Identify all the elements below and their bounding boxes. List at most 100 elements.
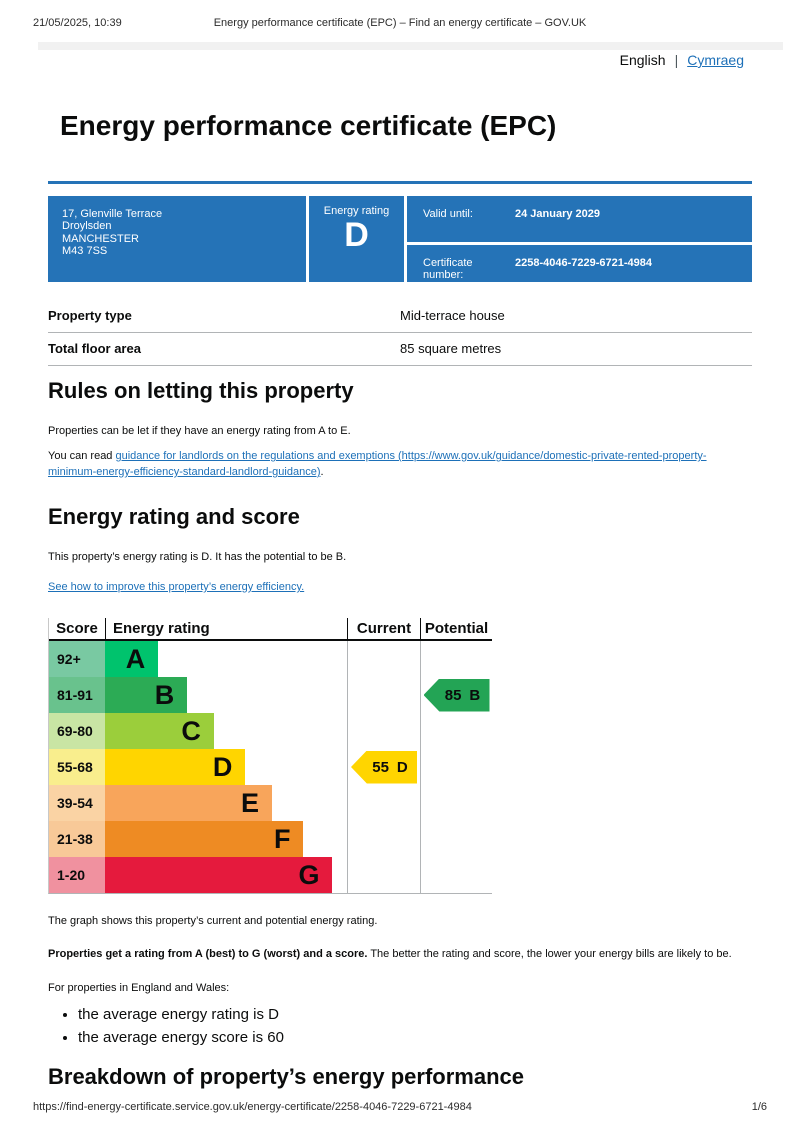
validity-column: Valid until: 24 January 2029 Certificate…: [407, 196, 752, 282]
potential-rating-arrow-letter: B: [469, 686, 481, 704]
band-letter: E: [240, 787, 259, 818]
guidance-prefix: You can read: [48, 450, 116, 462]
print-datetime: 21/05/2025, 10:39: [33, 17, 122, 29]
rating-band-area: F: [105, 821, 347, 857]
chart-col-current: Current: [347, 618, 420, 641]
language-current: English: [619, 52, 666, 68]
property-address: 17, Glenville Terrace Droylsden MANCHEST…: [48, 196, 306, 282]
rules-heading: Rules on letting this property: [48, 378, 354, 403]
address-line: 17, Glenville Terrace: [62, 208, 163, 220]
potential-cell: [420, 821, 492, 857]
potential-rating-arrow-score: 85: [444, 686, 462, 704]
chart-header-row: Score Energy rating Current Potential: [49, 618, 492, 641]
rating-description: Properties get a rating from A (best) to…: [48, 947, 752, 963]
list-item: the average energy rating is D: [78, 1003, 752, 1026]
rating-band-c: C: [105, 713, 214, 749]
certificate-summary-box: 17, Glenville Terrace Droylsden MANCHEST…: [48, 196, 752, 282]
rating-band-area: G: [105, 857, 347, 893]
rating-band-area: D: [105, 749, 347, 785]
valid-until-label: Valid until:: [423, 208, 473, 220]
valid-until-value: 24 January 2029: [515, 208, 601, 220]
improve-efficiency-link[interactable]: See how to improve this property’s energ…: [48, 581, 305, 593]
potential-cell: [420, 857, 492, 893]
chart-col-score: Score: [49, 618, 105, 641]
band-row-c: 69-80 C: [49, 713, 492, 749]
current-rating-arrow-letter: D: [396, 758, 408, 776]
table-row: Total floor area 85 square metres: [48, 333, 752, 366]
epc-chart-rows: 92+ A 81-91 B 85 B 69-80 C 55-68 D 55 D 39-54 E 21-38 F…: [49, 641, 492, 893]
averages-list: the average energy rating is D the avera…: [48, 1003, 752, 1050]
regions-intro: For properties in England and Wales:: [48, 982, 230, 994]
rating-band-area: E: [105, 785, 347, 821]
improve-paragraph: See how to improve this property’s energ…: [48, 581, 752, 593]
energy-rating-value: D: [344, 216, 369, 254]
current-cell: [347, 821, 420, 857]
band-row-a: 92+ A: [49, 641, 492, 677]
energy-rating-label: Energy rating: [323, 205, 390, 217]
print-header: 21/05/2025, 10:39 Energy performance cer…: [33, 17, 767, 29]
current-rating-arrow-score: 55: [372, 758, 389, 776]
valid-until-row: Valid until: 24 January 2029: [407, 196, 752, 242]
address-line: Droylsden: [62, 220, 112, 233]
band-letter: F: [273, 823, 291, 854]
potential-cell: 85 B: [420, 677, 492, 713]
current-cell: [347, 677, 420, 713]
rating-band-f: F: [105, 821, 304, 857]
chart-col-potential: Potential: [420, 618, 492, 641]
rating-band-e: E: [105, 785, 272, 821]
property-type-value: Mid-terrace house: [400, 308, 505, 323]
certificate-number-row: Certificate number: 2258-4046-7229-6721-…: [407, 245, 752, 282]
energy-rating-chart: Score Energy rating Current Potential 92…: [48, 618, 492, 894]
rating-band-area: C: [105, 713, 347, 749]
floor-area-label: Total floor area: [48, 341, 141, 356]
score-range-cell: 1-20: [49, 857, 105, 893]
band-letter: D: [212, 751, 233, 782]
score-range-cell: 92+: [49, 641, 105, 677]
energy-rating-cell: Energy rating D: [309, 196, 404, 282]
band-letter: G: [298, 859, 320, 890]
language-switcher: English | Cymraeg: [620, 52, 744, 68]
breakdown-heading: Breakdown of property’s energy performan…: [48, 1064, 524, 1089]
rating-description-bold: Properties get a rating from A (best) to…: [48, 948, 368, 960]
property-facts-table: Property type Mid-terrace house Total fl…: [48, 300, 752, 366]
potential-cell: [420, 713, 492, 749]
address-line: MANCHESTER: [62, 232, 140, 245]
potential-rating-arrow: 85 B: [423, 678, 490, 712]
rating-band-d: D: [105, 749, 246, 785]
current-cell: [347, 713, 420, 749]
band-row-e: 39-54 E: [49, 785, 492, 821]
header-bar: [38, 42, 783, 50]
language-separator: |: [674, 52, 679, 68]
certificate-number-label: Certificate number:: [423, 257, 473, 281]
score-range-cell: 69-80: [49, 713, 105, 749]
rating-heading: Energy rating and score: [48, 504, 300, 529]
chart-caption: The graph shows this property’s current …: [48, 915, 378, 927]
current-rating-arrow: 55 D: [351, 750, 417, 784]
band-row-f: 21-38 F: [49, 821, 492, 857]
band-row-b: 81-91 B 85 B: [49, 677, 492, 713]
score-range-cell: 39-54: [49, 785, 105, 821]
rules-guidance-paragraph: You can read guidance for landlords on t…: [48, 449, 752, 481]
score-range-cell: 81-91: [49, 677, 105, 713]
potential-cell: [420, 749, 492, 785]
certificate-number-value: 2258-4046-7229-6721-4984: [515, 257, 653, 269]
band-letter: B: [154, 679, 175, 710]
blue-divider: [48, 181, 752, 184]
rating-band-area: A: [105, 641, 347, 677]
rating-band-b: B: [105, 677, 188, 713]
print-footer: https://find-energy-certificate.service.…: [33, 1101, 767, 1113]
score-range-cell: 55-68: [49, 749, 105, 785]
current-cell: [347, 785, 420, 821]
address-line: M43 7SS: [62, 244, 108, 257]
band-row-g: 1-20 G: [49, 857, 492, 893]
rules-paragraph: Properties can be let if they have an en…: [48, 425, 351, 437]
rating-band-g: G: [105, 857, 333, 893]
table-row: Property type Mid-terrace house: [48, 300, 752, 333]
score-range-cell: 21-38: [49, 821, 105, 857]
list-item: the average energy score is 60: [78, 1026, 752, 1049]
floor-area-value: 85 square metres: [400, 341, 502, 356]
landlord-guidance-link[interactable]: guidance for landlords on the regulation…: [48, 450, 707, 478]
band-row-d: 55-68 D 55 D: [49, 749, 492, 785]
language-link-cymraeg[interactable]: Cymraeg: [687, 52, 744, 68]
